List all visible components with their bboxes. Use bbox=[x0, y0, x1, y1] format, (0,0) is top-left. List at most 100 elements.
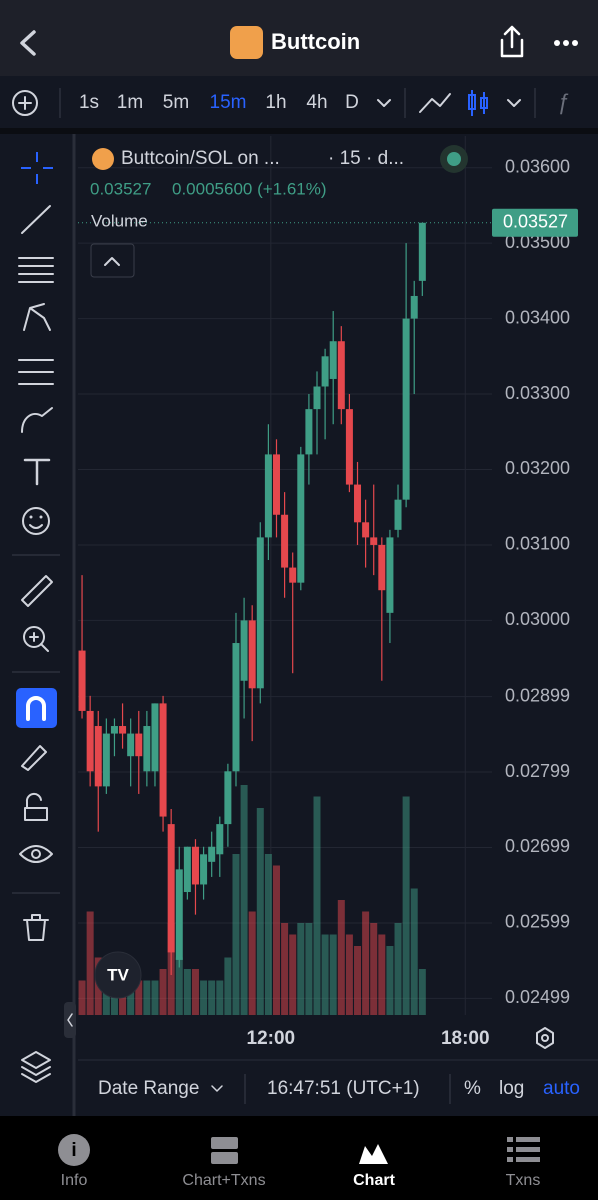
volume-bar bbox=[418, 969, 426, 1015]
share-button[interactable] bbox=[500, 25, 524, 58]
candle-body bbox=[264, 454, 272, 538]
candle-body bbox=[208, 846, 216, 862]
legend-symbol: Buttcoin/SOL on ... bbox=[121, 148, 280, 169]
interval-button[interactable]: 1h bbox=[265, 92, 286, 113]
volume-bar bbox=[248, 911, 256, 1015]
candle-body bbox=[329, 341, 337, 379]
trendline-tool[interactable] bbox=[21, 205, 51, 234]
auto-toggle[interactable]: auto bbox=[543, 1078, 580, 1099]
volume-bar bbox=[354, 946, 362, 1015]
volume-bar bbox=[216, 980, 224, 1015]
candle-body bbox=[345, 409, 353, 485]
y-tick-label: 0.03600 bbox=[505, 156, 570, 176]
volume-bar bbox=[329, 934, 337, 1015]
candle-body bbox=[370, 537, 378, 545]
layers-button[interactable] bbox=[21, 1051, 51, 1083]
date-range-button[interactable]: Date Range bbox=[98, 1078, 199, 1099]
back-button[interactable] bbox=[20, 30, 36, 56]
percent-toggle[interactable]: % bbox=[464, 1078, 481, 1099]
add-icon bbox=[18, 96, 32, 110]
candle-body bbox=[281, 514, 289, 568]
magnet-tool[interactable] bbox=[16, 688, 57, 728]
pattern-tool[interactable] bbox=[23, 303, 51, 331]
projection-tool[interactable] bbox=[18, 359, 54, 385]
y-tick-label: 0.03300 bbox=[505, 383, 570, 403]
add-button[interactable] bbox=[12, 90, 38, 116]
interval-dropdown[interactable] bbox=[377, 99, 391, 107]
chart-type-dropdown[interactable] bbox=[507, 99, 521, 107]
volume-bar bbox=[78, 980, 86, 1015]
last-price-tag bbox=[492, 208, 578, 237]
chart-icon[interactable] bbox=[359, 1144, 388, 1164]
candle-body bbox=[183, 846, 191, 893]
volume-bar bbox=[191, 969, 199, 1015]
interval-button[interactable]: 1m bbox=[117, 92, 143, 113]
indicators-button[interactable]: ƒ bbox=[557, 89, 569, 114]
candle-body bbox=[354, 484, 362, 523]
volume-bar bbox=[232, 854, 240, 1015]
y-tick-label: 0.03200 bbox=[505, 458, 570, 478]
bottom-nav bbox=[0, 1116, 598, 1200]
nav-label[interactable]: Chart+Txns bbox=[182, 1172, 265, 1189]
legend-interval: · 15 · d... bbox=[328, 148, 404, 169]
interval-button[interactable]: D bbox=[345, 92, 359, 113]
candle-body bbox=[200, 854, 208, 885]
nav-label[interactable]: Chart bbox=[353, 1172, 395, 1189]
volume-bar bbox=[102, 980, 110, 1015]
tools-panel bbox=[0, 134, 72, 1116]
candle-body bbox=[289, 567, 297, 583]
volume-bar bbox=[313, 796, 321, 1015]
fib-tool[interactable] bbox=[18, 257, 54, 283]
text-tool[interactable] bbox=[23, 458, 51, 486]
legend-price: 0.03527 bbox=[90, 179, 151, 198]
collapse-button[interactable] bbox=[90, 243, 135, 278]
more-button[interactable] bbox=[554, 40, 578, 46]
coin-logo bbox=[230, 26, 263, 59]
interval-button[interactable]: 5m bbox=[163, 92, 189, 113]
nav-label[interactable]: Txns bbox=[506, 1172, 541, 1189]
volume-bar bbox=[135, 980, 143, 1015]
candle-body bbox=[86, 710, 94, 772]
candle-chart-button[interactable] bbox=[468, 90, 488, 116]
txns-icon[interactable] bbox=[507, 1137, 540, 1162]
volume-bar bbox=[386, 946, 394, 1015]
lock-drawing-tool[interactable] bbox=[21, 745, 47, 771]
chart-txns-icon[interactable] bbox=[211, 1137, 238, 1164]
volume-bar bbox=[256, 808, 264, 1015]
delete-tool[interactable] bbox=[23, 914, 49, 941]
volume-bar bbox=[200, 980, 208, 1015]
volume-bar bbox=[183, 969, 191, 1015]
y-tick-label: 0.02499 bbox=[505, 987, 570, 1007]
brush-tool[interactable] bbox=[21, 407, 53, 433]
ruler-tool[interactable] bbox=[21, 575, 53, 607]
candle-body bbox=[102, 733, 110, 787]
volume-bar bbox=[394, 923, 402, 1015]
volume-bar bbox=[362, 911, 370, 1015]
settings-button[interactable] bbox=[536, 1027, 554, 1049]
candle-body bbox=[240, 620, 248, 681]
volume-bar bbox=[321, 934, 329, 1015]
candle-body bbox=[167, 824, 175, 953]
status-dot bbox=[447, 152, 461, 166]
interval-button[interactable]: 15m bbox=[210, 92, 247, 113]
candle-body bbox=[362, 522, 370, 538]
unlock-tool[interactable] bbox=[24, 792, 48, 821]
volume-bar bbox=[378, 934, 386, 1015]
interval-button[interactable]: 4h bbox=[306, 92, 327, 113]
candle-body bbox=[386, 537, 394, 613]
panel-toggle[interactable] bbox=[64, 1002, 76, 1038]
line-chart-button[interactable] bbox=[419, 93, 451, 113]
zoom-tool[interactable] bbox=[23, 626, 49, 652]
nav-label[interactable]: Info bbox=[61, 1172, 88, 1189]
visibility-tool[interactable] bbox=[19, 845, 53, 863]
volume-bar bbox=[151, 980, 159, 1015]
log-toggle[interactable]: log bbox=[499, 1078, 524, 1099]
candle-body bbox=[402, 318, 410, 500]
crosshair-tool[interactable] bbox=[21, 152, 53, 184]
tv-logo: TV bbox=[94, 951, 142, 999]
interval-button[interactable]: 1s bbox=[79, 92, 99, 113]
emoji-tool[interactable] bbox=[22, 507, 50, 535]
candle-body bbox=[321, 356, 329, 387]
info-icon[interactable] bbox=[58, 1134, 90, 1166]
